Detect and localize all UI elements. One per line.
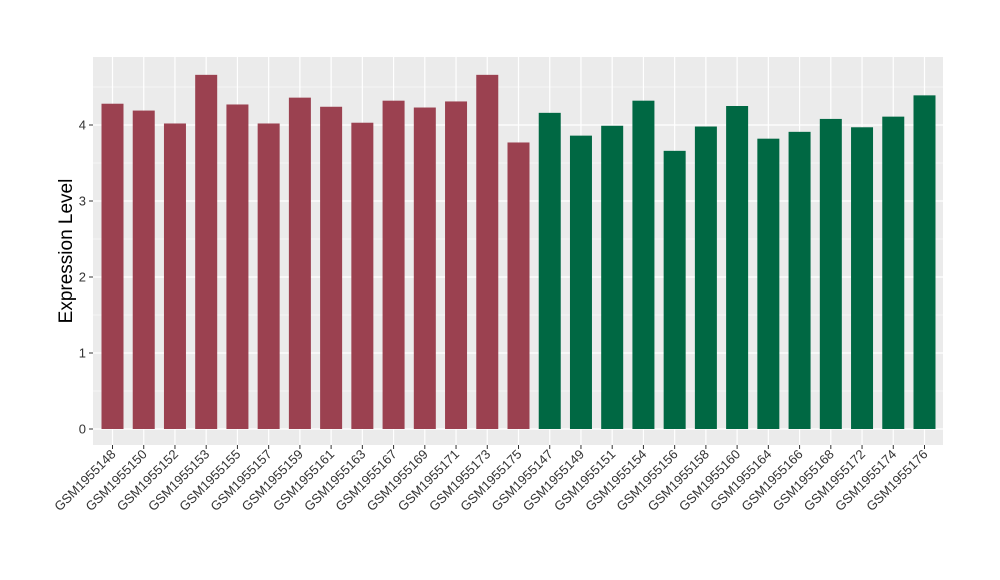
bar [476, 74, 499, 429]
bar [445, 101, 468, 429]
y-tick-label: 0 [79, 422, 86, 437]
bar [663, 150, 686, 429]
bar [413, 107, 436, 430]
bar [320, 106, 343, 429]
x-axis: GSM1955148GSM1955150GSM1955152GSM1955153… [51, 445, 931, 514]
bar [601, 125, 624, 429]
bar [538, 112, 561, 429]
y-tick-label: 2 [79, 270, 86, 285]
bar [819, 118, 842, 430]
bar [288, 97, 311, 429]
bar [851, 127, 874, 429]
bars [101, 74, 936, 430]
bar [507, 142, 530, 430]
bar [163, 123, 186, 429]
y-tick-label: 1 [79, 346, 86, 361]
bar [882, 116, 905, 429]
bar [382, 100, 405, 430]
y-axis-title: Expression Level [56, 179, 77, 324]
bar [101, 103, 124, 429]
bar [694, 126, 717, 430]
y-tick-label: 3 [79, 194, 86, 209]
bar [788, 131, 811, 429]
bar [726, 106, 749, 429]
bar [132, 110, 155, 429]
bar [913, 95, 936, 430]
y-axis: 0 1 2 3 4 [79, 118, 93, 437]
bar [632, 100, 655, 430]
bar [757, 138, 780, 429]
bar [257, 123, 280, 429]
bar [226, 104, 249, 429]
bar [351, 122, 374, 429]
y-tick-label: 4 [79, 118, 86, 133]
bar [569, 135, 592, 429]
bar [195, 74, 218, 429]
